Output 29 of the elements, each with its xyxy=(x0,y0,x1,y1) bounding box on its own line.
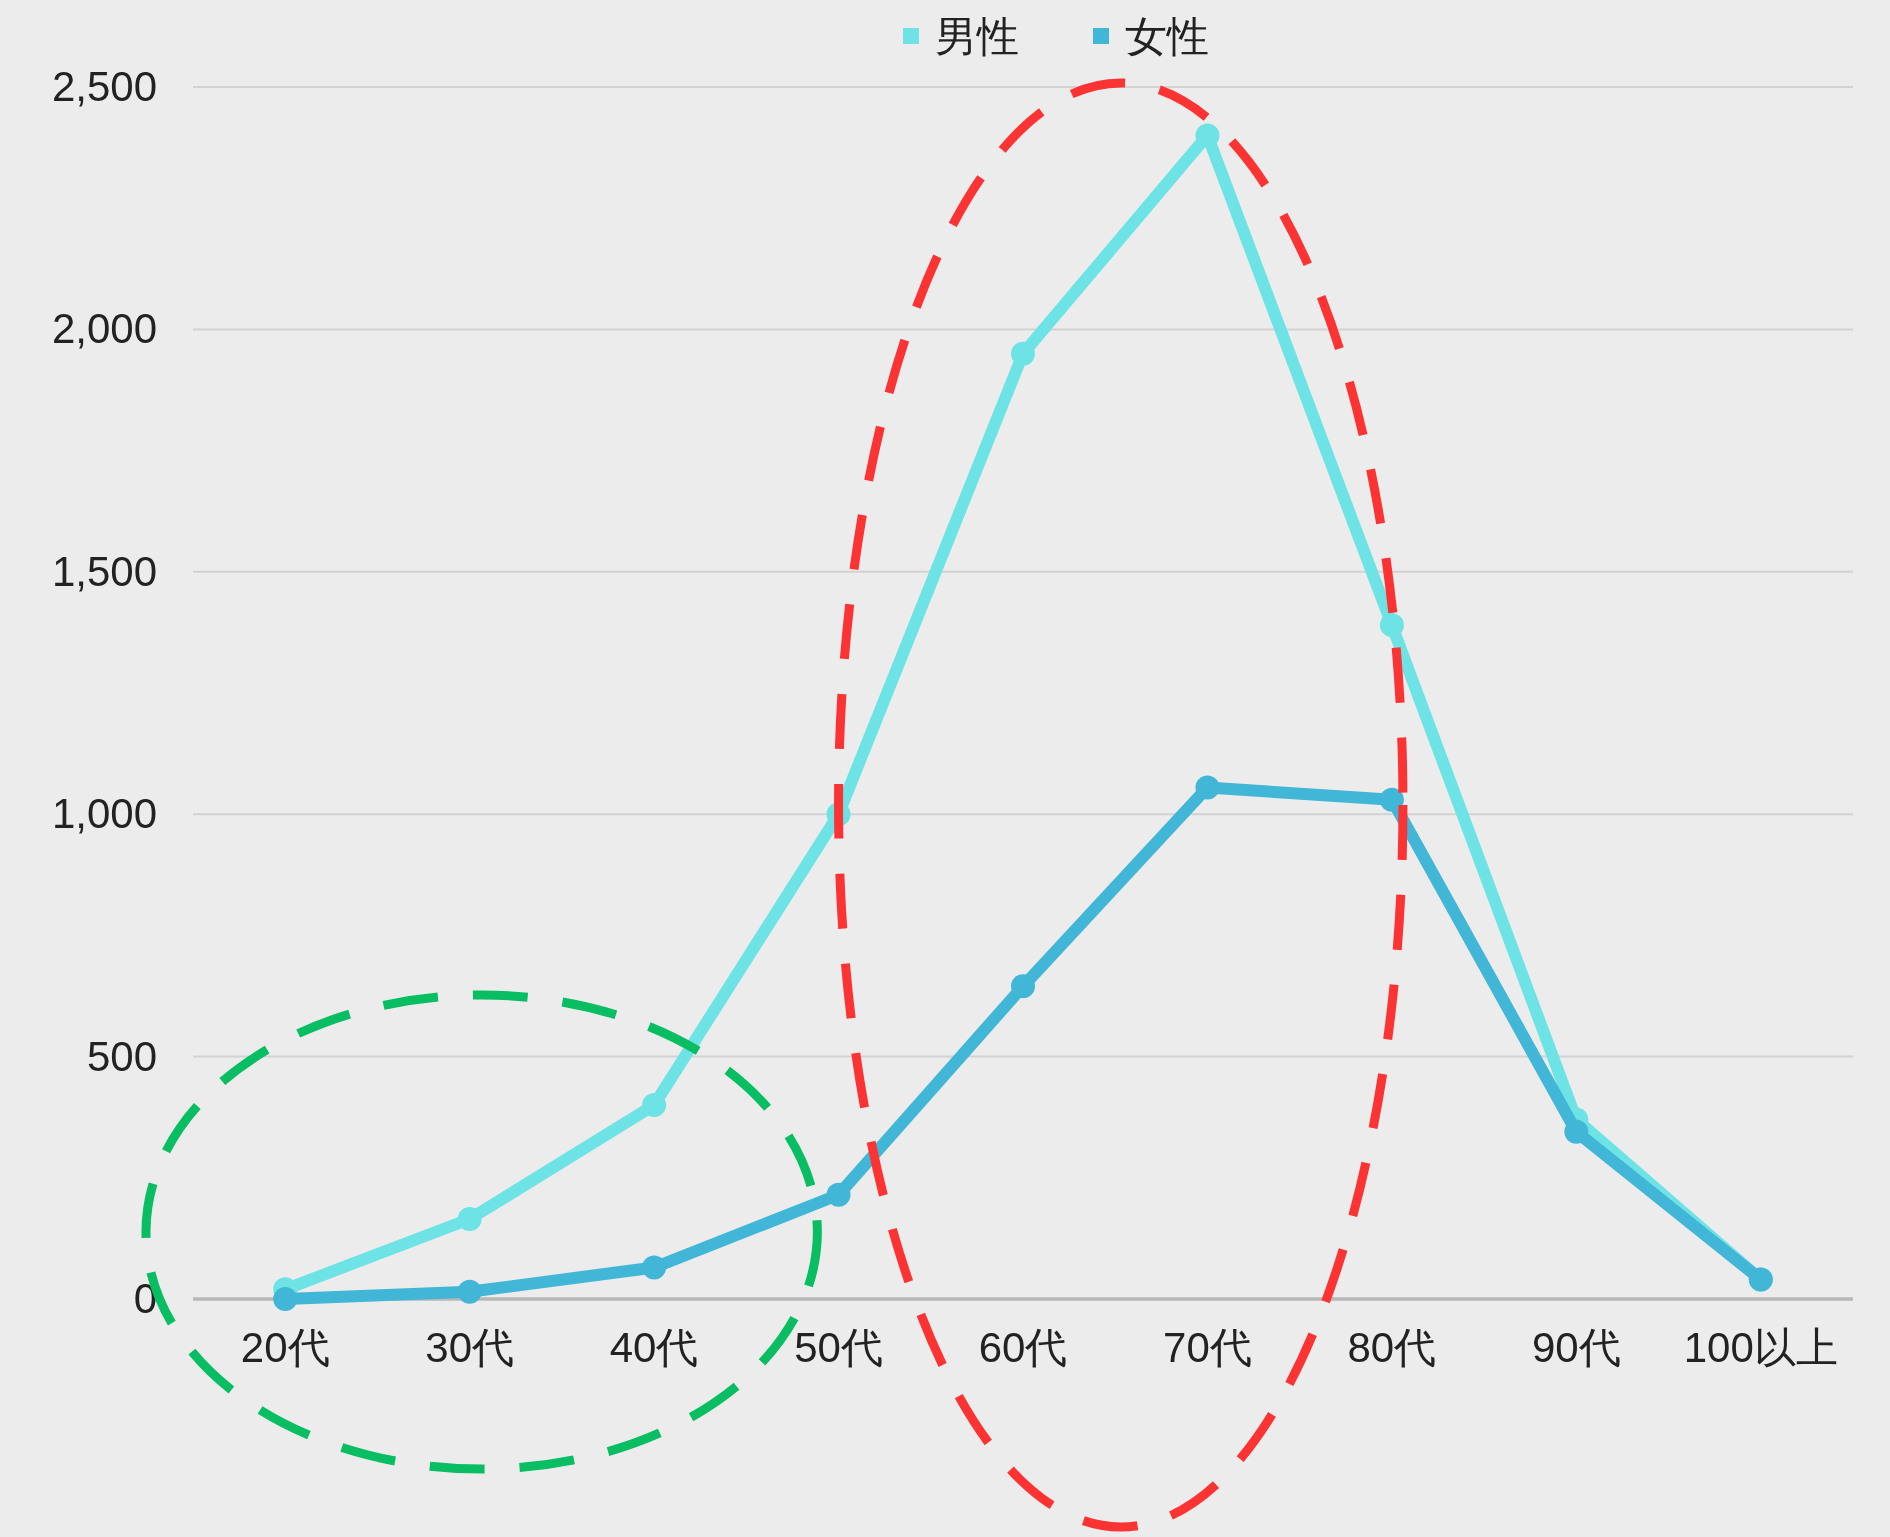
legend-label: 女性 xyxy=(1125,13,1209,60)
y-tick-label: 500 xyxy=(86,1032,157,1080)
x-tick-label: 30代 xyxy=(425,1324,515,1371)
y-tick-label: 1,000 xyxy=(51,790,157,838)
point xyxy=(457,1207,482,1232)
point xyxy=(1195,775,1220,800)
point xyxy=(826,1182,851,1207)
x-tick-label: 60代 xyxy=(978,1324,1068,1371)
x-tick-label: 70代 xyxy=(1163,1324,1252,1371)
x-tick-label: 20代 xyxy=(240,1324,330,1371)
x-tick-label: 50代 xyxy=(794,1324,883,1371)
y-tick-label: 1,500 xyxy=(51,547,157,595)
point xyxy=(642,1093,667,1118)
x-tick-label: 40代 xyxy=(609,1324,699,1371)
point xyxy=(1564,1119,1589,1144)
point xyxy=(1379,613,1404,638)
x-tick-label: 80代 xyxy=(1347,1324,1437,1371)
y-tick-label: 2,500 xyxy=(51,63,157,110)
point xyxy=(642,1255,667,1280)
point xyxy=(1011,974,1035,999)
legend-label: 男性 xyxy=(935,13,1019,60)
x-tick-label: 100以上 xyxy=(1683,1324,1838,1371)
point xyxy=(1379,787,1404,812)
x-tick-label: 90代 xyxy=(1531,1324,1621,1371)
point xyxy=(457,1279,482,1304)
point xyxy=(1195,123,1220,148)
y-tick-label: 2,000 xyxy=(51,305,157,353)
point xyxy=(1011,341,1035,366)
point xyxy=(273,1287,298,1311)
